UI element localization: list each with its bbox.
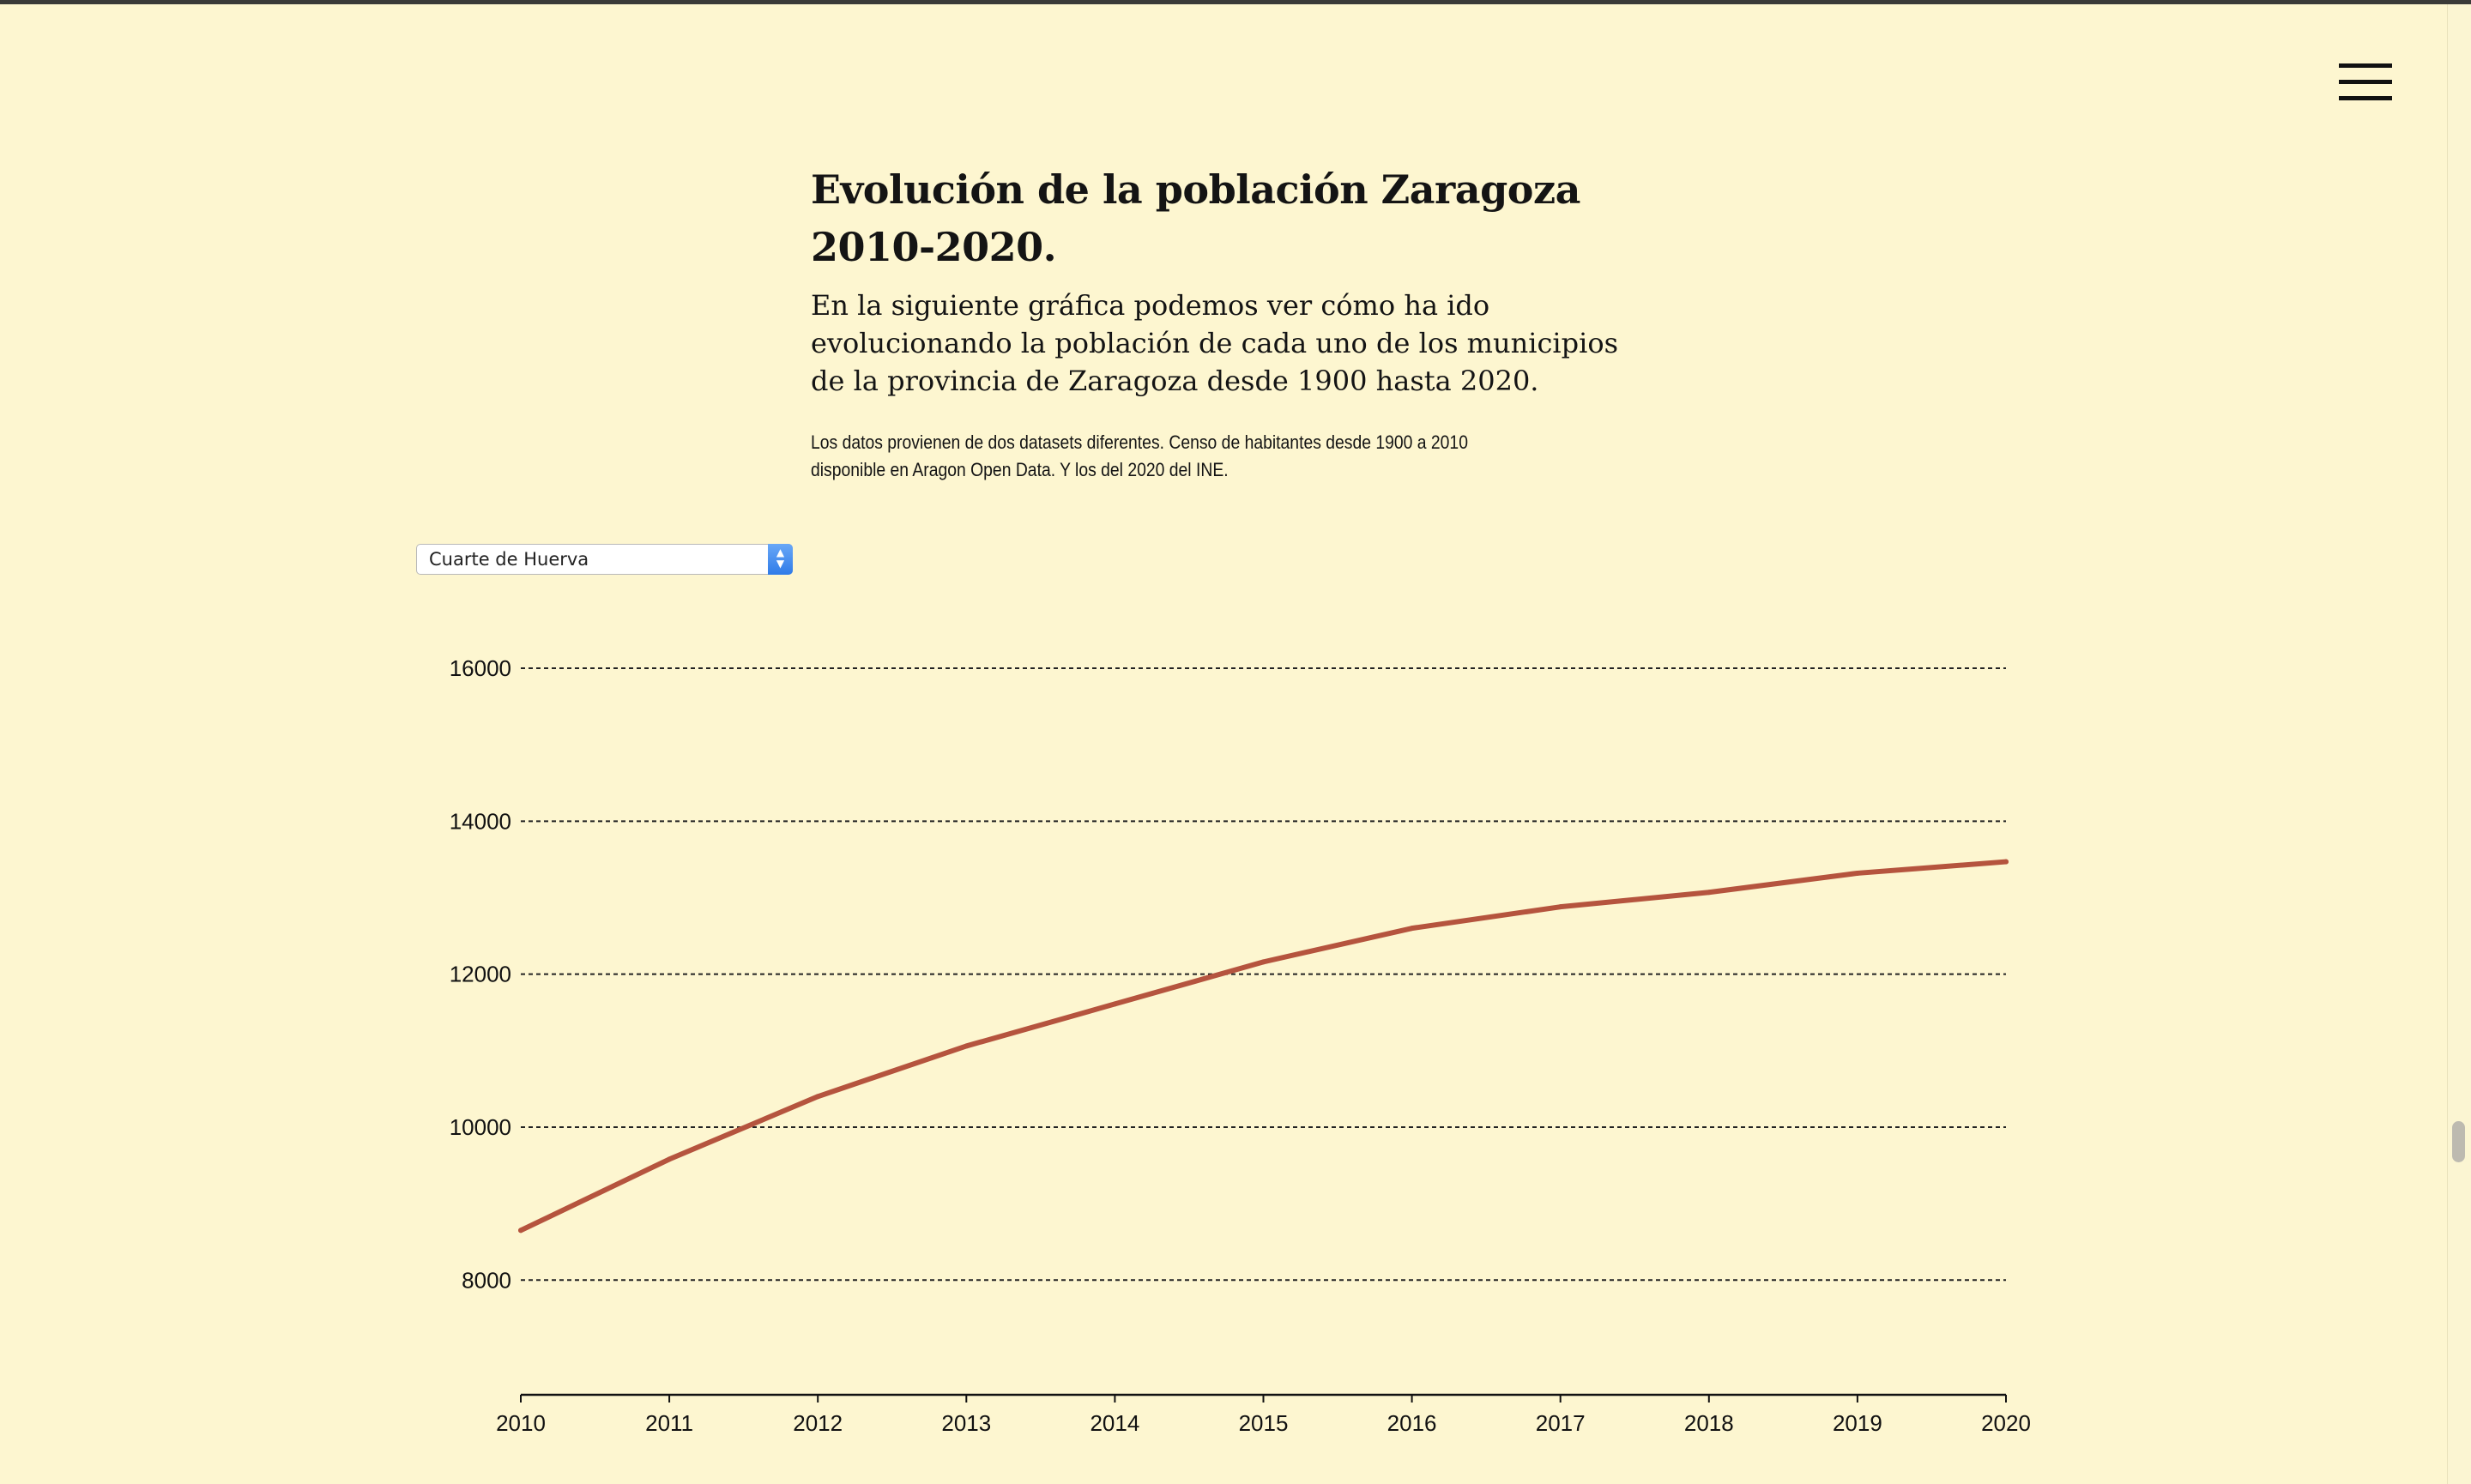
municipality-select[interactable]: Cuarte de Huerva ▲ ▼ xyxy=(416,544,793,575)
chevron-up-icon: ▲ xyxy=(776,546,785,558)
data-point xyxy=(1260,959,1266,965)
data-point xyxy=(1706,890,1712,896)
x-tick-label: 2016 xyxy=(1387,1410,1437,1436)
chevron-down-icon: ▼ xyxy=(776,558,785,570)
y-tick-label: 10000 xyxy=(450,1114,511,1140)
data-point xyxy=(1409,926,1415,932)
data-point xyxy=(1557,904,1563,910)
x-tick-label: 2020 xyxy=(1981,1410,2031,1436)
hamburger-menu-icon[interactable] xyxy=(2339,62,2392,103)
y-tick-label: 16000 xyxy=(450,655,511,681)
x-tick-label: 2018 xyxy=(1684,1410,1734,1436)
intro-section: Evolución de la población Zaragoza 2010-… xyxy=(811,161,1634,484)
data-point xyxy=(1854,870,1860,876)
select-chevrons-icon: ▲ ▼ xyxy=(768,544,793,575)
data-source-note: Los datos provienen de dos datasets dife… xyxy=(811,431,1468,480)
data-point xyxy=(667,1156,673,1162)
y-tick-label: 14000 xyxy=(450,808,511,834)
y-tick-label: 12000 xyxy=(450,962,511,987)
menu-bar-line xyxy=(2339,63,2392,68)
series-line xyxy=(518,859,2009,1234)
window-top-border xyxy=(0,0,2471,4)
data-point xyxy=(518,1228,523,1234)
lead-paragraph: En la siguiente gráfica podemos ver cómo… xyxy=(811,289,1619,397)
x-tick-label: 2017 xyxy=(1536,1410,1586,1436)
x-tick-label: 2019 xyxy=(1833,1410,1882,1436)
y-tick-label: 8000 xyxy=(462,1267,511,1293)
data-point xyxy=(964,1043,970,1049)
data-point xyxy=(815,1094,821,1100)
x-tick-label: 2010 xyxy=(496,1410,546,1436)
data-point xyxy=(1112,1001,1118,1007)
scrollbar-thumb[interactable] xyxy=(2452,1121,2465,1162)
scrollbar-track[interactable] xyxy=(2447,4,2471,1484)
x-tick-label: 2011 xyxy=(645,1410,693,1436)
x-tick-label: 2012 xyxy=(793,1410,843,1436)
data-point xyxy=(2003,859,2009,865)
x-tick-label: 2015 xyxy=(1239,1410,1289,1436)
menu-bar-line xyxy=(2339,80,2392,84)
x-tick-label: 2013 xyxy=(941,1410,991,1436)
x-tick-label: 2014 xyxy=(1090,1410,1139,1436)
menu-bar-line xyxy=(2339,96,2392,100)
page-title: Evolución de la población Zaragoza 2010-… xyxy=(811,166,1580,270)
municipality-select-value: Cuarte de Huerva xyxy=(429,549,589,570)
